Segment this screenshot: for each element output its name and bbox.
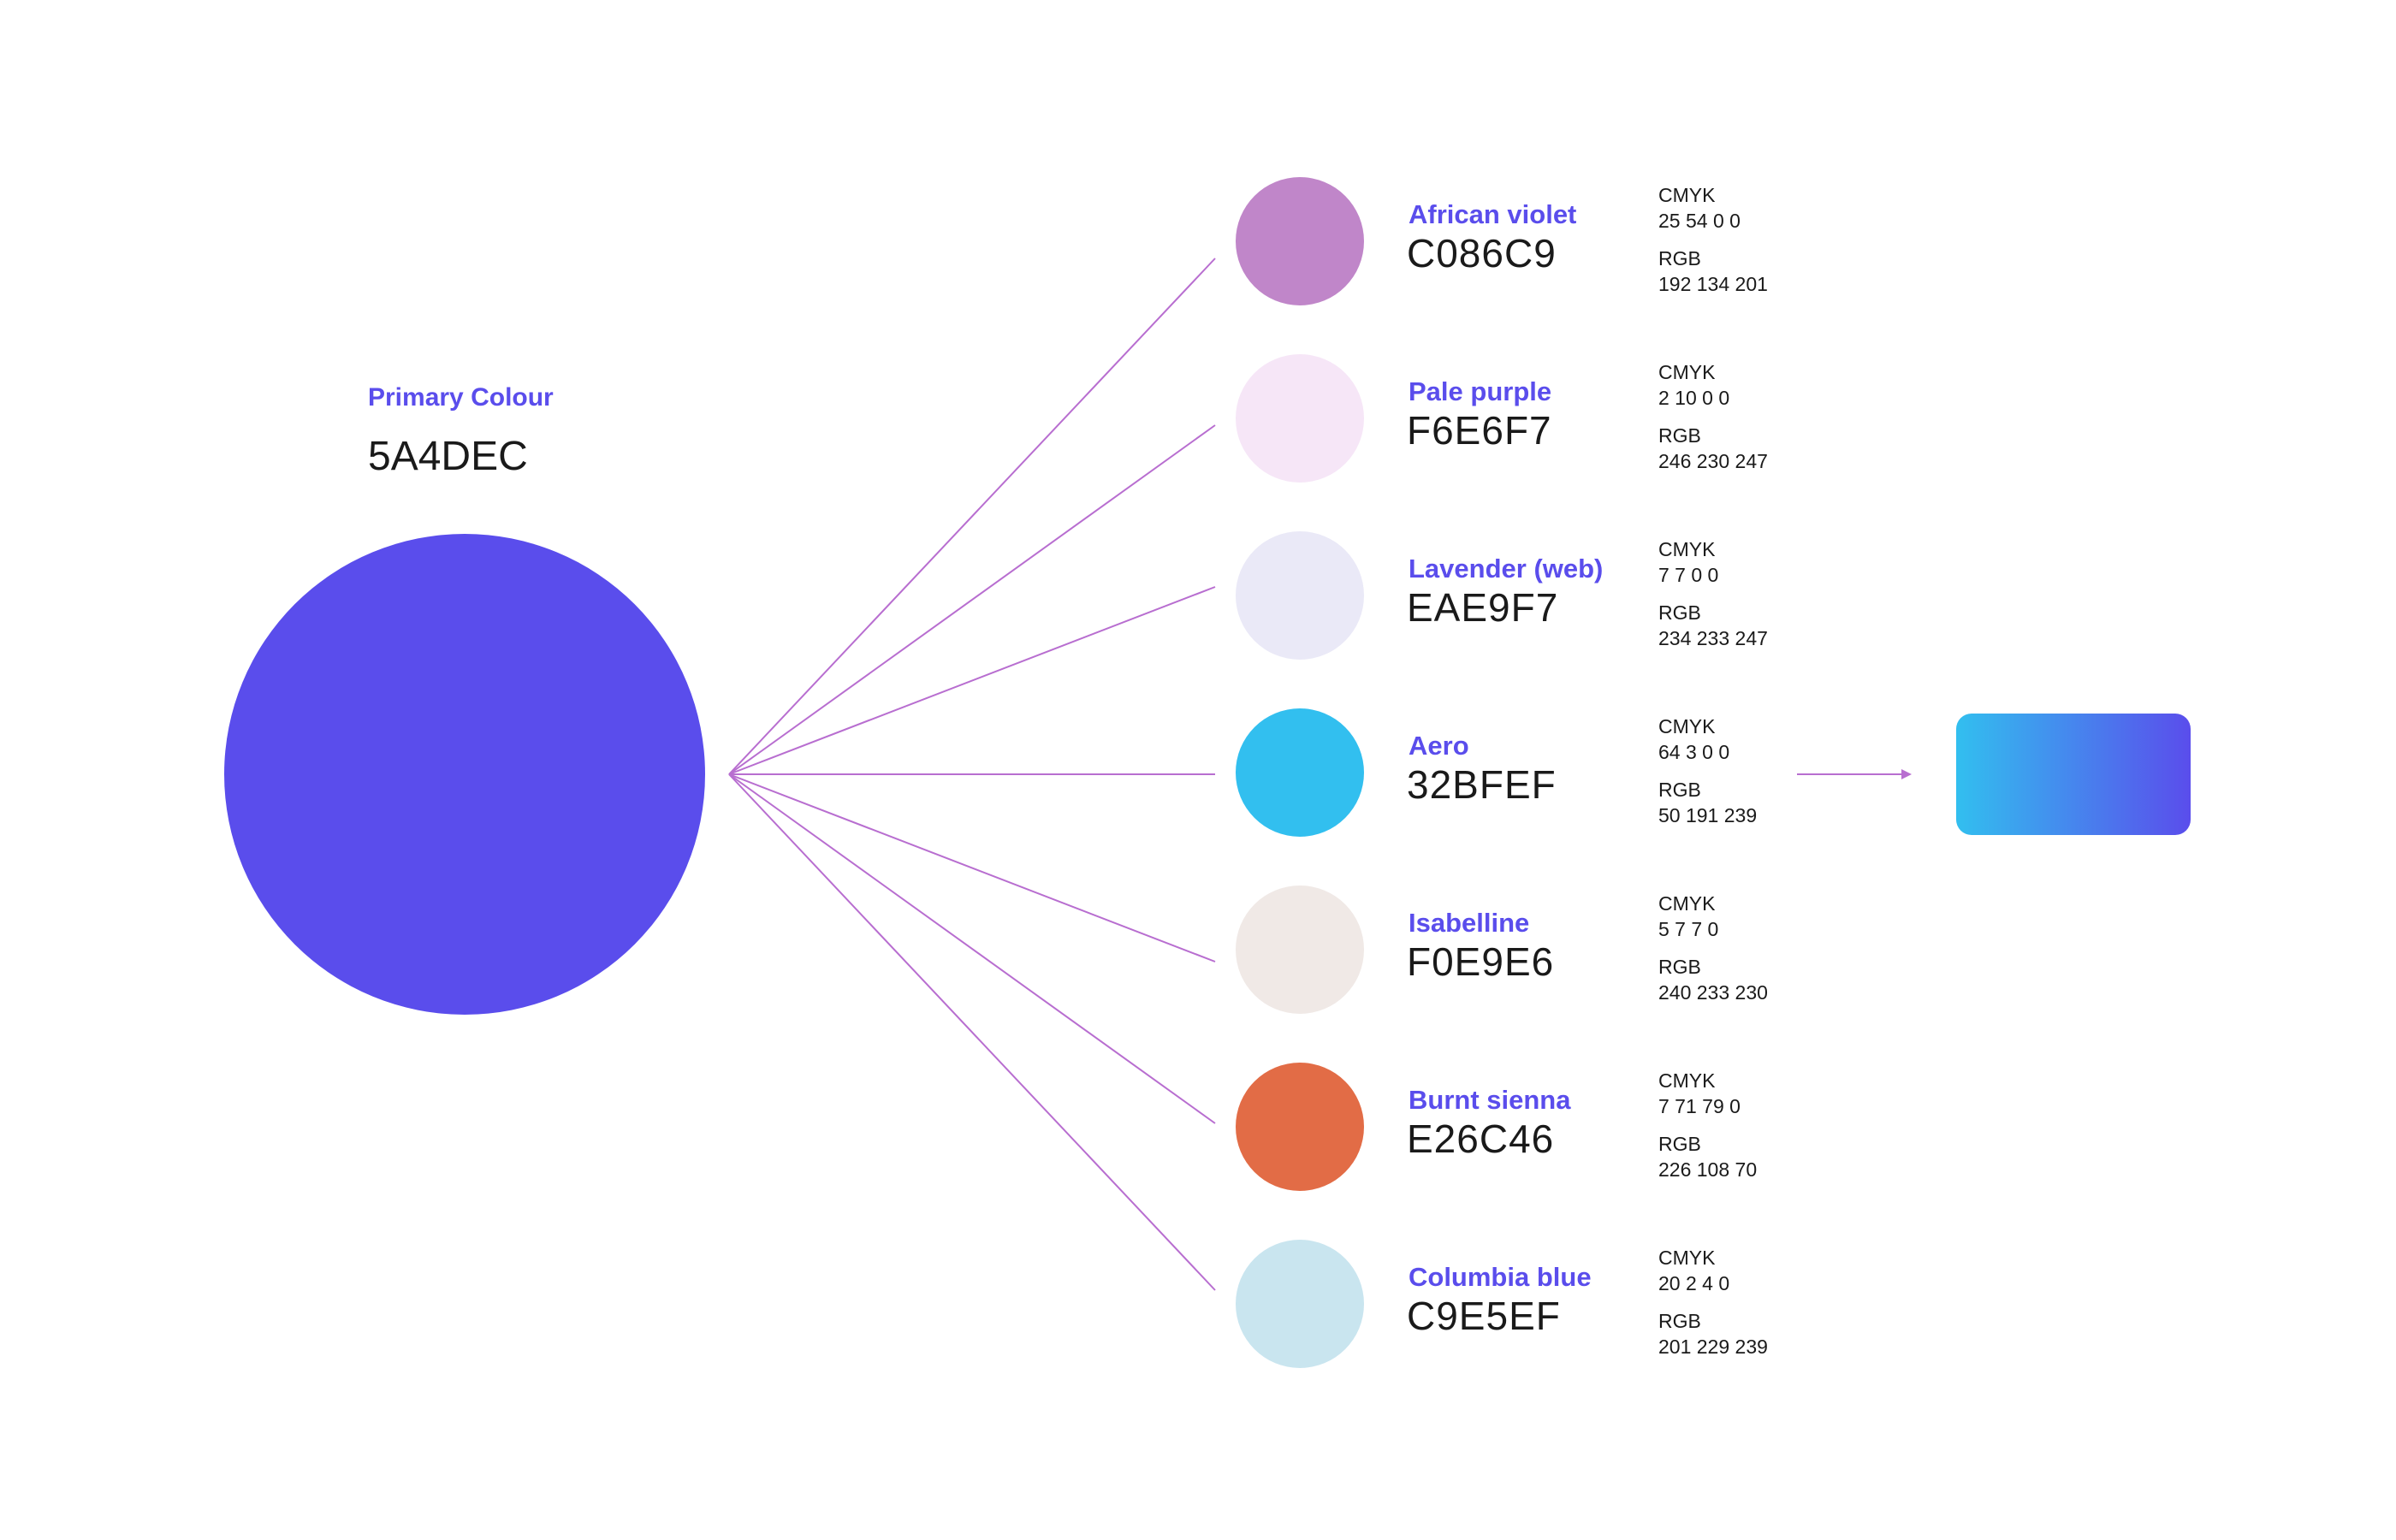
swatch-lavender-web: Lavender (web) EAE9F7 CMYK 7 7 0 0 RGB 2… — [1236, 531, 1768, 660]
rgb-value: 201 229 239 — [1658, 1336, 1768, 1358]
cmyk-value: 5 7 7 0 — [1658, 918, 1719, 940]
arrow-head-icon — [1901, 769, 1912, 779]
swatch-name: African violet — [1409, 199, 1577, 229]
cmyk-label: CMYK — [1658, 184, 1716, 206]
rgb-value: 192 134 201 — [1658, 273, 1768, 295]
cmyk-value: 7 7 0 0 — [1658, 564, 1719, 586]
rgb-label: RGB — [1658, 247, 1701, 270]
primary-colour-circle — [224, 534, 705, 1015]
cmyk-value: 25 54 0 0 — [1658, 210, 1741, 232]
primary-colour-hex: 5A4DEC — [368, 434, 528, 479]
swatch-african-violet: African violet C086C9 CMYK 25 54 0 0 RGB… — [1236, 177, 1768, 305]
cmyk-label: CMYK — [1658, 1069, 1716, 1092]
swatch-name: Isabelline — [1409, 908, 1530, 938]
swatch-name: Lavender (web) — [1409, 554, 1604, 583]
cmyk-label: CMYK — [1658, 538, 1716, 560]
rgb-label: RGB — [1658, 1310, 1701, 1332]
swatch-columbia-blue: Columbia blue C9E5EF CMYK 20 2 4 0 RGB 2… — [1236, 1240, 1768, 1368]
swatch-name: Aero — [1409, 731, 1469, 761]
connector-line-6 — [728, 773, 1216, 1124]
rgb-label: RGB — [1658, 956, 1701, 978]
cmyk-value: 64 3 0 0 — [1658, 741, 1730, 763]
swatch-hex: C086C9 — [1407, 231, 1557, 275]
swatch-hex: F0E9E6 — [1407, 939, 1555, 984]
cmyk-label: CMYK — [1658, 892, 1716, 915]
rgb-label: RGB — [1658, 1133, 1701, 1155]
rgb-label: RGB — [1658, 779, 1701, 801]
connector-line-7 — [728, 773, 1216, 1291]
swatch-burnt-sienna: Burnt sienna E26C46 CMYK 7 71 79 0 RGB 2… — [1236, 1063, 1757, 1191]
swatch-name: Columbia blue — [1409, 1262, 1592, 1292]
cmyk-label: CMYK — [1658, 361, 1716, 383]
swatch-circle — [1236, 886, 1364, 1014]
connector-line-5 — [728, 773, 1216, 962]
swatch-circle — [1236, 1240, 1364, 1368]
swatch-hex: 32BFEF — [1407, 762, 1557, 807]
swatch-hex: F6E6F7 — [1407, 408, 1552, 453]
swatch-name: Pale purple — [1409, 376, 1552, 406]
cmyk-label: CMYK — [1658, 1247, 1716, 1269]
cmyk-label: CMYK — [1658, 715, 1716, 737]
swatch-circle — [1236, 354, 1364, 483]
swatch-hex: C9E5EF — [1407, 1294, 1561, 1338]
rgb-value: 50 191 239 — [1658, 804, 1758, 826]
rgb-label: RGB — [1658, 424, 1701, 447]
rgb-value: 246 230 247 — [1658, 450, 1768, 472]
cmyk-value: 2 10 0 0 — [1658, 387, 1730, 409]
swatch-circle — [1236, 708, 1364, 837]
swatch-aero: Aero 32BFEF CMYK 64 3 0 0 RGB 50 191 239 — [1236, 708, 1757, 837]
swatch-hex: EAE9F7 — [1407, 585, 1559, 630]
swatch-circle — [1236, 1063, 1364, 1191]
connector-line-1 — [728, 258, 1216, 775]
rgb-value: 234 233 247 — [1658, 627, 1768, 649]
swatch-isabelline: Isabelline F0E9E6 CMYK 5 7 7 0 RGB 240 2… — [1236, 886, 1768, 1014]
swatch-pale-purple: Pale purple F6E6F7 CMYK 2 10 0 0 RGB 246… — [1236, 354, 1768, 483]
cmyk-value: 7 71 79 0 — [1658, 1095, 1741, 1117]
connector-line-2 — [728, 424, 1216, 775]
swatch-name: Burnt sienna — [1409, 1085, 1571, 1115]
swatch-circle — [1236, 531, 1364, 660]
cmyk-value: 20 2 4 0 — [1658, 1272, 1730, 1294]
primary-colour-label: Primary Colour — [368, 383, 554, 412]
gradient-swatch — [1956, 714, 2191, 835]
rgb-label: RGB — [1658, 601, 1701, 624]
rgb-value: 226 108 70 — [1658, 1158, 1758, 1181]
rgb-value: 240 233 230 — [1658, 981, 1768, 1004]
connector-line-3 — [728, 586, 1216, 775]
swatch-circle — [1236, 177, 1364, 305]
swatch-hex: E26C46 — [1407, 1116, 1555, 1161]
